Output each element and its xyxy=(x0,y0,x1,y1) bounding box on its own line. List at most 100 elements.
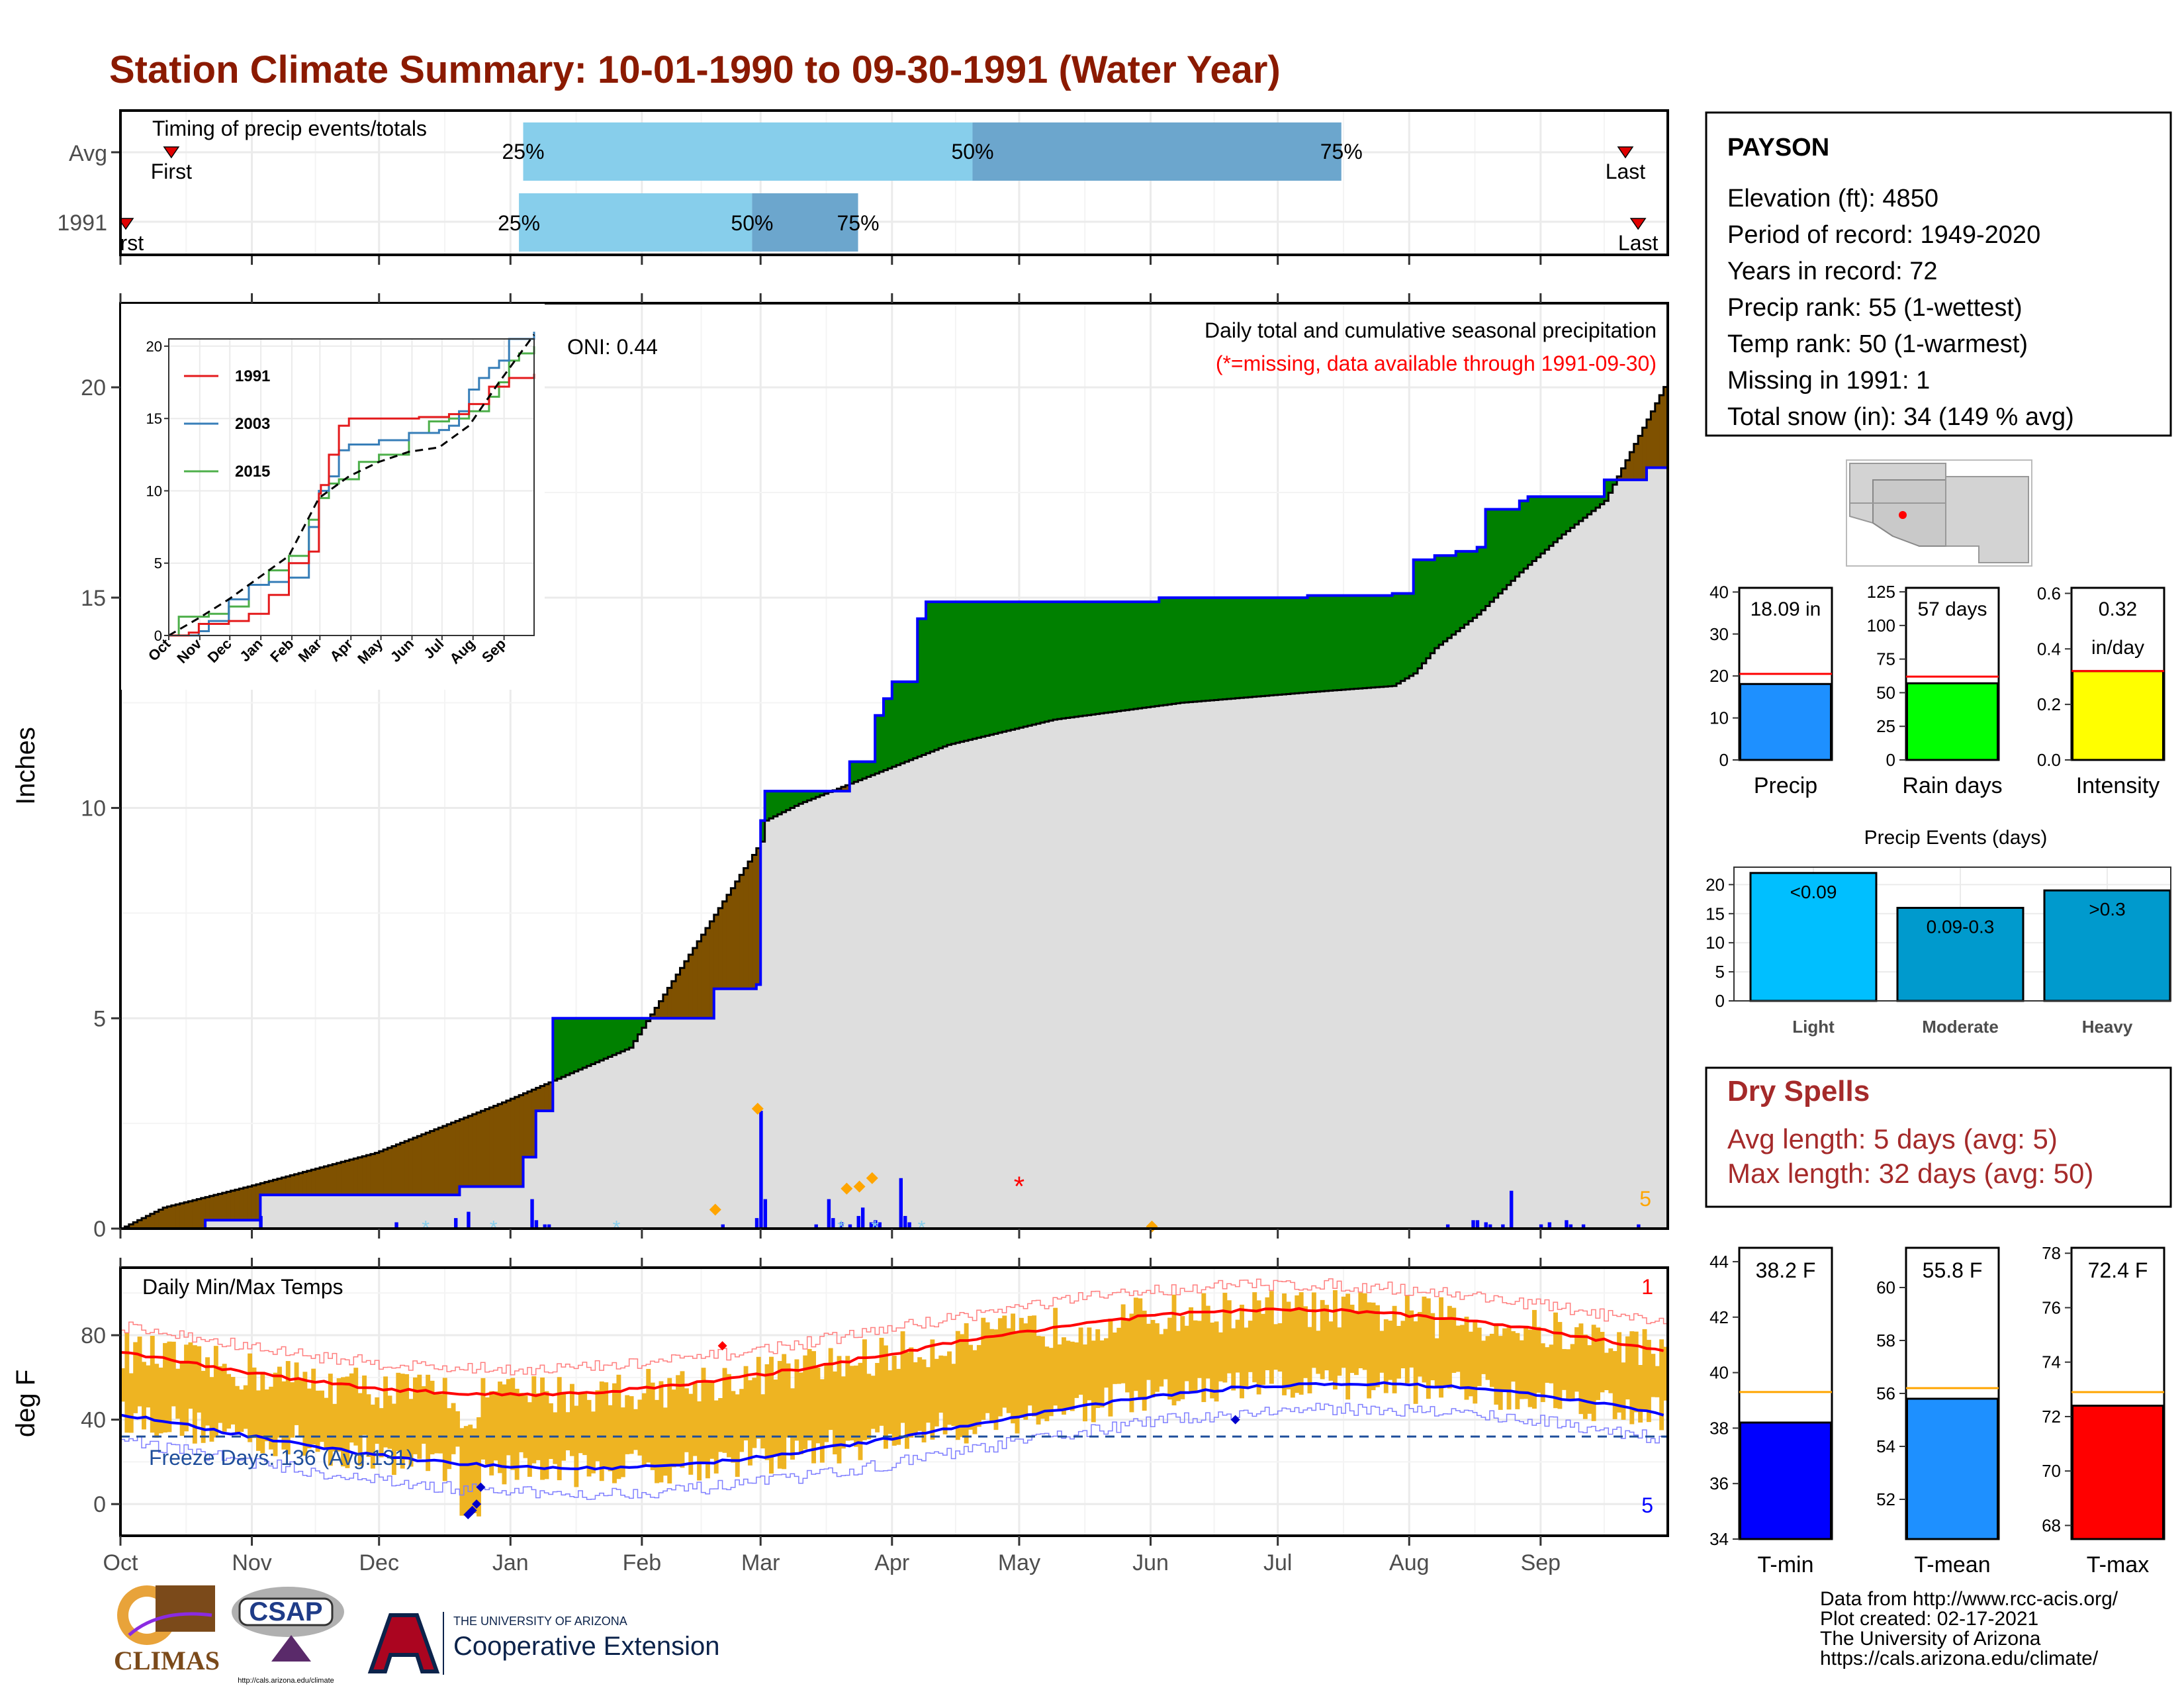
deficit-area xyxy=(179,1203,185,1229)
surplus-area xyxy=(565,1018,570,1076)
normal-cumulative-area xyxy=(540,1111,545,1229)
normal-cumulative-area xyxy=(1371,687,1376,1229)
event-category-label: Heavy xyxy=(2082,1017,2133,1037)
surplus-area xyxy=(1524,500,1529,569)
surplus-area xyxy=(1066,602,1071,718)
deficit-area xyxy=(531,1090,537,1157)
normal-cumulative-area xyxy=(1591,510,1596,1229)
daily-temp-bar xyxy=(620,1407,625,1477)
normal-cumulative-area xyxy=(510,1186,516,1229)
surplus-area xyxy=(913,681,918,759)
surplus-area xyxy=(1332,595,1338,690)
daily-temp-bar xyxy=(752,1378,757,1448)
surplus-area xyxy=(1099,602,1105,714)
daily-temp-bar xyxy=(387,1395,392,1449)
ua-a-icon xyxy=(367,1613,440,1673)
climas-logo-text: CLIMAS xyxy=(114,1646,220,1675)
normal-cumulative-area xyxy=(1396,683,1402,1229)
deficit-area xyxy=(426,1133,431,1196)
normal-cumulative-area xyxy=(964,741,969,1229)
normal-cumulative-area xyxy=(1167,704,1173,1229)
normal-cumulative-area xyxy=(447,1195,452,1229)
normal-cumulative-area xyxy=(1154,706,1160,1229)
tmin-summary-label: T-min xyxy=(1758,1552,1814,1577)
freeze-days-label: Freeze Days: 136 (Avg:131) xyxy=(149,1446,414,1470)
daily-temp-bar xyxy=(1353,1311,1359,1376)
surplus-area xyxy=(1154,602,1160,706)
station-location-dot xyxy=(1899,511,1907,519)
daily-temp-bar xyxy=(1358,1292,1363,1368)
surplus-area xyxy=(1282,597,1287,694)
surplus-area xyxy=(1515,509,1520,577)
daily-temp-bar xyxy=(1184,1325,1189,1382)
daily-temp-bar xyxy=(1502,1328,1508,1392)
surplus-area xyxy=(1362,595,1367,688)
surplus-area xyxy=(794,791,799,806)
surplus-area xyxy=(1307,595,1312,692)
daily-temp-bar xyxy=(1536,1327,1541,1393)
daily-temp-bar xyxy=(662,1407,668,1476)
daily-temp-bar xyxy=(1638,1365,1643,1423)
surplus-area xyxy=(1489,509,1494,602)
tmin-value-label: 38.2 F xyxy=(1756,1258,1816,1282)
surplus-area xyxy=(896,681,901,765)
normal-cumulative-area xyxy=(514,1186,520,1229)
surplus-area xyxy=(1485,509,1490,606)
timing-label-75: 75% xyxy=(837,211,880,235)
daily-temp-bar xyxy=(366,1394,371,1457)
intensity-tick-label: 0.0 xyxy=(2037,750,2061,770)
normal-cumulative-area xyxy=(277,1195,283,1229)
normal-cumulative-area xyxy=(1184,702,1189,1229)
surplus-area xyxy=(1290,597,1295,694)
normal-cumulative-area xyxy=(1468,621,1473,1229)
daily-temp-bar xyxy=(438,1394,443,1454)
deficit-area xyxy=(1655,403,1660,468)
daily-temp-bar xyxy=(255,1390,261,1451)
extreme-precip-marker xyxy=(751,1102,764,1115)
daily-temp-bar xyxy=(1574,1327,1579,1392)
inset-legend-label: 2015 xyxy=(235,463,270,481)
normal-cumulative-area xyxy=(1286,694,1291,1229)
surplus-area xyxy=(1265,597,1270,696)
normal-cumulative-area xyxy=(1379,686,1385,1229)
normal-cumulative-area xyxy=(701,1018,706,1229)
normal-cumulative-area xyxy=(930,751,935,1229)
extreme-precip-marker xyxy=(853,1180,866,1193)
normal-cumulative-area xyxy=(1362,688,1367,1229)
deficit-area xyxy=(171,1205,176,1229)
daily-temp-bar xyxy=(985,1322,990,1413)
tmax-tick-label: 74 xyxy=(2042,1352,2061,1372)
daily-temp-bar xyxy=(137,1336,142,1407)
daily-temp-bar xyxy=(646,1368,651,1463)
surplus-area xyxy=(870,761,876,775)
daily-temp-bar xyxy=(421,1386,426,1444)
normal-cumulative-area xyxy=(921,755,927,1229)
deficit-area xyxy=(1638,436,1643,480)
daily-temp-bar xyxy=(1282,1293,1287,1395)
normal-cumulative-area xyxy=(1120,710,1126,1229)
deficit-area xyxy=(302,1172,308,1196)
deficit-area xyxy=(298,1173,304,1196)
surplus-area xyxy=(1116,602,1122,712)
normal-cumulative-area xyxy=(306,1195,312,1229)
deficit-area xyxy=(243,1188,248,1221)
daily-temp-bar xyxy=(1545,1347,1550,1383)
daily-precip-bar xyxy=(467,1211,471,1229)
daily-temp-bar xyxy=(807,1348,812,1441)
daily-temp-bar xyxy=(849,1366,854,1441)
daily-temp-bar xyxy=(264,1389,269,1442)
temp-y-tick-label: 80 xyxy=(81,1323,106,1348)
ua-small-text: THE UNIVERSITY OF ARIZONA xyxy=(453,1615,627,1628)
daily-temp-bar xyxy=(391,1403,396,1476)
daily-temp-bar xyxy=(519,1393,524,1452)
daily-temp-bar xyxy=(1566,1349,1571,1400)
deficit-area xyxy=(447,1124,452,1196)
normal-cumulative-area xyxy=(1659,467,1664,1229)
precip-tick-label: 40 xyxy=(1709,582,1729,602)
normal-cumulative-area xyxy=(234,1220,240,1229)
daily-temp-bar xyxy=(1328,1321,1334,1381)
surplus-area xyxy=(1532,496,1537,561)
timing-bar-50-75 xyxy=(972,122,1342,181)
daily-temp-bar xyxy=(896,1368,901,1445)
daily-temp-bar xyxy=(709,1382,715,1459)
